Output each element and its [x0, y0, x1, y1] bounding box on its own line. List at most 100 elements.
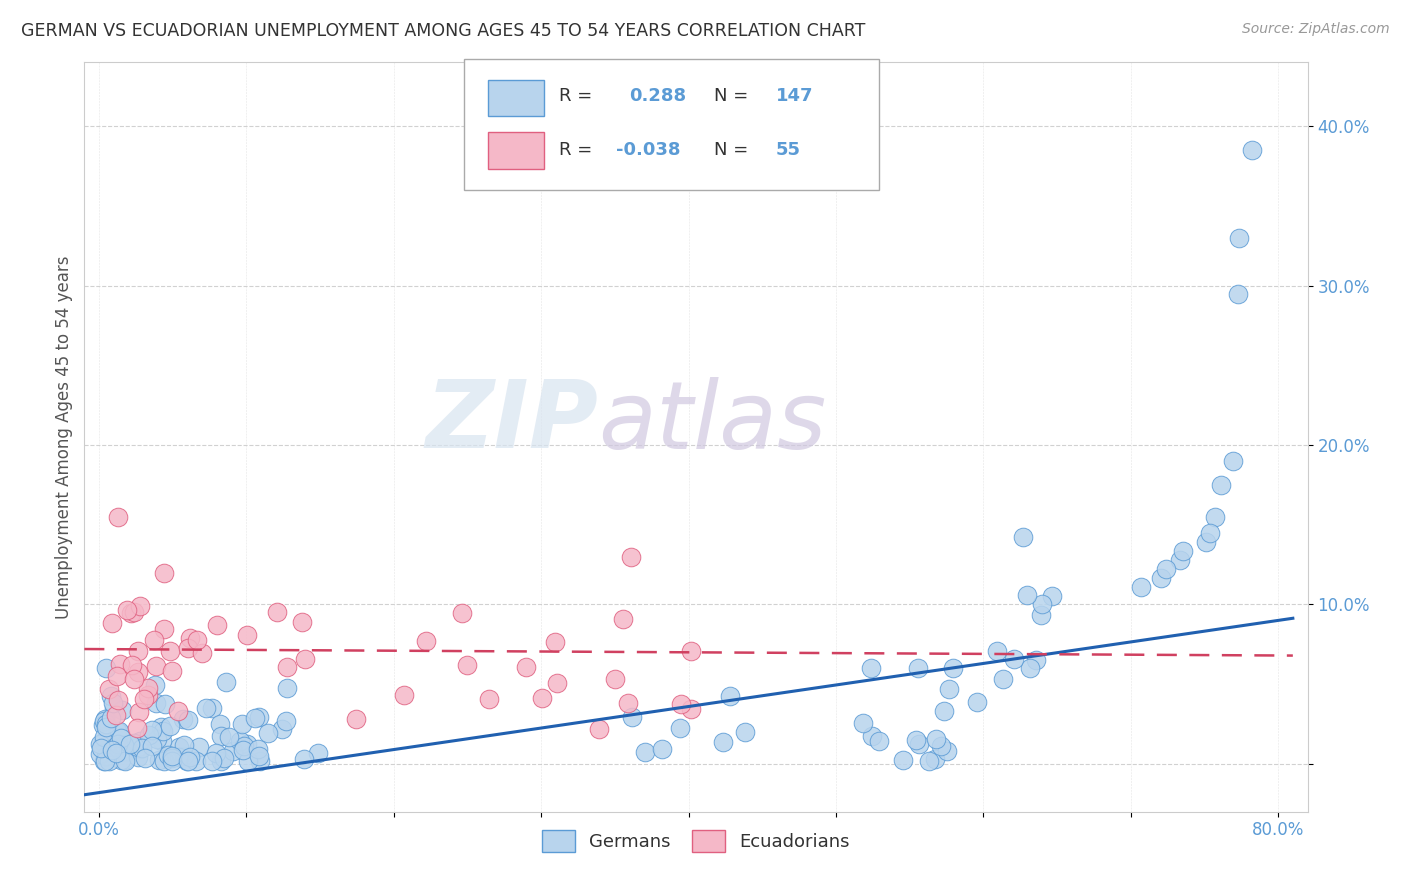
Point	[292, 751, 315, 765]
Text: R =: R =	[560, 141, 592, 159]
Point	[456, 657, 478, 672]
Point	[190, 646, 212, 660]
Point	[966, 695, 988, 709]
Point	[115, 603, 138, 617]
Point	[276, 681, 298, 695]
Point	[94, 720, 117, 734]
Point	[1150, 571, 1173, 585]
Legend: Germans, Ecuadorians: Germans, Ecuadorians	[534, 822, 858, 859]
Point	[173, 738, 195, 752]
Point	[478, 692, 501, 706]
Point	[141, 739, 163, 754]
Point	[93, 731, 115, 745]
Point	[218, 731, 240, 745]
Point	[868, 733, 890, 747]
Point	[120, 607, 142, 621]
Point	[179, 631, 201, 645]
Point	[612, 612, 634, 626]
Point	[117, 745, 139, 759]
Point	[543, 634, 565, 648]
Point	[1017, 588, 1039, 602]
Point	[929, 739, 952, 754]
Point	[605, 673, 627, 687]
Point	[127, 644, 149, 658]
Point	[934, 705, 956, 719]
Text: R =: R =	[560, 87, 592, 105]
Point	[1198, 525, 1220, 540]
Point	[222, 744, 245, 758]
Point	[679, 701, 702, 715]
Point	[105, 668, 128, 682]
Point	[891, 752, 914, 766]
Point	[145, 732, 167, 747]
Point	[201, 754, 224, 768]
Point	[450, 606, 472, 620]
Point	[108, 724, 131, 739]
Point	[207, 617, 229, 632]
Point	[100, 615, 122, 630]
Point	[160, 748, 183, 763]
Point	[89, 741, 111, 756]
Point	[209, 754, 232, 768]
Point	[104, 747, 127, 761]
Point	[905, 732, 928, 747]
Point	[105, 707, 128, 722]
Point	[236, 737, 259, 751]
Point	[177, 641, 200, 656]
Point	[98, 754, 121, 768]
Point	[89, 737, 111, 751]
Point	[1031, 598, 1053, 612]
Point	[681, 644, 703, 658]
Point	[114, 754, 136, 768]
Point	[166, 705, 188, 719]
Point	[986, 644, 1008, 658]
Point	[860, 729, 883, 743]
Point	[187, 739, 209, 754]
Point	[107, 693, 129, 707]
Point	[924, 752, 946, 766]
Point	[1227, 286, 1250, 301]
Point	[1012, 530, 1035, 544]
Point	[1227, 231, 1250, 245]
Point	[110, 753, 132, 767]
Point	[276, 660, 298, 674]
Point	[908, 737, 931, 751]
Point	[93, 714, 115, 728]
Point	[588, 722, 610, 736]
Point	[94, 754, 117, 768]
Text: GERMAN VS ECUADORIAN UNEMPLOYMENT AMONG AGES 45 TO 54 YEARS CORRELATION CHART: GERMAN VS ECUADORIAN UNEMPLOYMENT AMONG …	[21, 22, 866, 40]
Point	[236, 628, 259, 642]
Point	[127, 740, 149, 755]
Point	[112, 753, 135, 767]
Point	[124, 606, 146, 620]
Point	[162, 751, 184, 765]
Point	[617, 696, 640, 710]
Text: N =: N =	[714, 141, 748, 159]
Point	[1019, 661, 1042, 675]
Point	[209, 729, 232, 743]
Point	[112, 738, 135, 752]
Point	[107, 737, 129, 751]
Point	[129, 599, 152, 613]
Point	[128, 734, 150, 748]
Text: 55: 55	[776, 141, 800, 159]
Point	[167, 739, 190, 754]
Text: atlas: atlas	[598, 376, 827, 467]
Point	[125, 721, 148, 735]
Point	[993, 672, 1015, 686]
Point	[111, 703, 134, 717]
Point	[177, 754, 200, 768]
Point	[1025, 653, 1047, 667]
Text: Source: ZipAtlas.com: Source: ZipAtlas.com	[1241, 22, 1389, 37]
Point	[1170, 552, 1192, 566]
Point	[1040, 589, 1063, 603]
Point	[531, 691, 554, 706]
Point	[153, 622, 176, 636]
Point	[186, 754, 208, 768]
Point	[205, 746, 228, 760]
Text: -0.038: -0.038	[616, 141, 681, 159]
Point	[634, 746, 657, 760]
Point	[107, 509, 129, 524]
Point	[194, 701, 217, 715]
Point	[121, 657, 143, 672]
